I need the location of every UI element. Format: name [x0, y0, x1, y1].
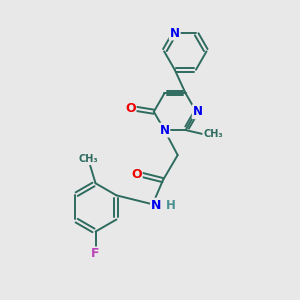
Text: N: N	[151, 199, 161, 212]
Text: N: N	[159, 124, 170, 136]
Text: H: H	[166, 199, 176, 212]
Text: F: F	[91, 248, 100, 260]
Text: O: O	[131, 168, 142, 181]
Text: CH₃: CH₃	[203, 130, 223, 140]
Text: CH₃: CH₃	[79, 154, 99, 164]
Text: O: O	[125, 102, 136, 115]
Text: N: N	[170, 26, 180, 40]
Text: N: N	[193, 105, 203, 118]
